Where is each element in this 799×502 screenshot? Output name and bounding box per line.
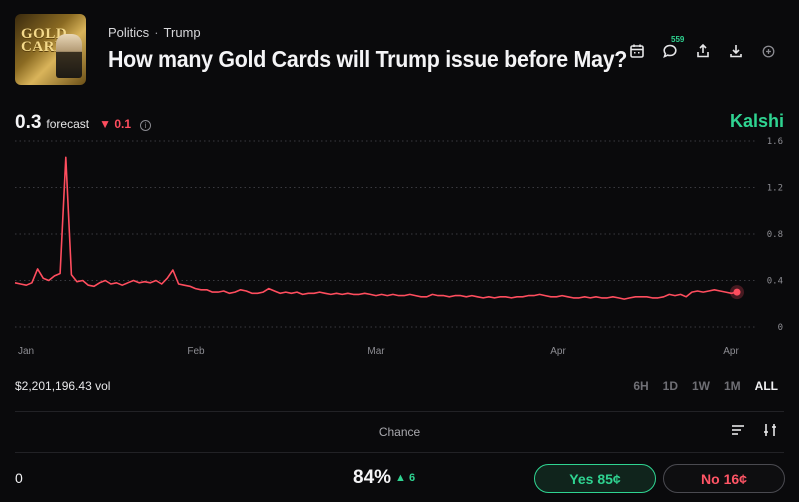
forecast-value: 0.3 xyxy=(15,112,42,133)
x-tick-label: Feb xyxy=(187,346,205,357)
download-icon[interactable] xyxy=(719,40,752,62)
forecast-chart[interactable]: 1.6 1.2 0.8 0.4 0 Jan Feb Mar Apr Apr xyxy=(0,132,799,362)
comment-icon[interactable]: 559 xyxy=(653,35,686,62)
calendar-icon[interactable] xyxy=(620,40,653,62)
divider xyxy=(15,452,784,453)
forecast-delta-value: 0.1 xyxy=(114,117,132,131)
x-tick-label: Apr xyxy=(550,346,566,357)
buy-yes-button[interactable]: Yes 85¢ xyxy=(534,464,656,493)
market-header: GOLD CARD Politics · Trump How many Gold Ca… xyxy=(15,14,785,86)
breadcrumb: Politics · Trump xyxy=(108,25,201,40)
up-arrow-icon: ▲ xyxy=(395,472,406,484)
kalshi-logo[interactable]: Kalshi xyxy=(729,111,784,131)
x-tick-label: Mar xyxy=(367,346,385,357)
chance-column-header: Chance xyxy=(378,425,421,439)
forecast-label: forecast xyxy=(46,117,90,131)
outcome-chance-delta: ▲ 6 xyxy=(395,472,415,484)
breadcrumb-separator: · xyxy=(154,25,159,40)
breadcrumb-subcategory[interactable]: Trump xyxy=(163,25,201,40)
x-tick-label: Apr xyxy=(723,346,739,357)
forecast-delta: ▼ 0.1 xyxy=(99,117,131,131)
comment-count-badge: 559 xyxy=(671,35,685,44)
divider xyxy=(15,411,784,412)
y-tick-label: 0.8 xyxy=(767,230,783,240)
share-icon[interactable] xyxy=(686,40,719,62)
sort-icon[interactable] xyxy=(731,423,745,437)
range-1w[interactable]: 1W xyxy=(692,379,710,393)
outcome-chance: 84% xyxy=(353,467,392,488)
breadcrumb-category[interactable]: Politics xyxy=(108,25,150,40)
y-tick-label: 1.6 xyxy=(767,137,783,147)
outcome-label: 0 xyxy=(15,470,23,486)
table-controls xyxy=(731,423,777,437)
plus-circle-icon[interactable] xyxy=(752,40,785,62)
range-1m[interactable]: 1M xyxy=(724,379,741,393)
forecast-series-line xyxy=(14,156,738,300)
range-1d[interactable]: 1D xyxy=(662,379,678,393)
volume-label: $2,201,196.43 vol xyxy=(15,379,111,393)
info-icon[interactable]: i xyxy=(140,120,152,131)
header-actions: 559 xyxy=(620,35,785,62)
range-all[interactable]: ALL xyxy=(754,379,778,393)
thumbnail-gold-card-text: GOLD CARD xyxy=(21,26,68,55)
y-tick-label: 0 xyxy=(778,323,783,333)
y-tick-label: 0.4 xyxy=(767,277,783,287)
range-6h[interactable]: 6H xyxy=(633,379,649,393)
buy-no-button[interactable]: No 16¢ xyxy=(663,464,785,493)
x-tick-label: Jan xyxy=(18,346,34,357)
down-arrow-icon: ▼ xyxy=(99,117,111,131)
market-thumbnail: GOLD CARD xyxy=(15,14,86,85)
filter-adjust-icon[interactable] xyxy=(763,423,777,437)
outcome-chance-delta-value: 6 xyxy=(408,472,416,484)
y-tick-label: 1.2 xyxy=(767,184,783,194)
forecast-summary: 0.3 forecast ▼ 0.1 i xyxy=(15,112,152,133)
thumbnail-portrait xyxy=(56,34,82,78)
page-title: How many Gold Cards will Trump issue bef… xyxy=(108,46,628,72)
current-point[interactable] xyxy=(733,288,741,296)
time-range-selector: 6H 1D 1W 1M ALL xyxy=(619,379,778,393)
